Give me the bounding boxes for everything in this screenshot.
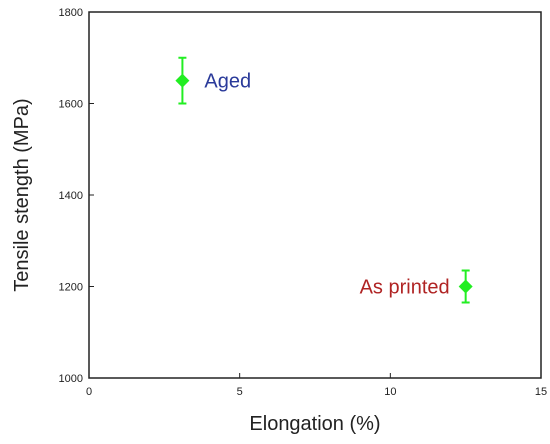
data-point-0: Aged: [175, 56, 251, 105]
point-label-1: As printed: [360, 277, 450, 299]
data-point-1: As printed: [360, 269, 473, 304]
data-points: Aged As printed: [175, 56, 473, 304]
x-axis-ticks: 0 5 10 15: [86, 373, 547, 398]
x-tick-label-3: 15: [535, 386, 547, 398]
y-tick-label-0: 1000: [59, 373, 83, 385]
y-axis-ticks: 1000 1200 1400 1600 1800: [59, 7, 94, 385]
x-tick-label-2: 10: [384, 386, 396, 398]
y-tick-label-1: 1200: [59, 282, 83, 294]
x-axis-title: Elongation (%): [249, 413, 380, 435]
point-label-0: Aged: [204, 71, 251, 93]
diamond-marker-1: [458, 279, 473, 294]
y-tick-label-3: 1600: [59, 99, 83, 111]
plot-frame: [88, 11, 542, 379]
x-tick-label-0: 0: [86, 386, 92, 398]
y-axis-title: Tensile stength (MPa): [11, 98, 33, 291]
y-tick-label-2: 1400: [59, 190, 83, 202]
diamond-marker-0: [175, 73, 190, 88]
x-tick-label-1: 5: [237, 386, 243, 398]
y-tick-label-4: 1800: [59, 7, 83, 19]
